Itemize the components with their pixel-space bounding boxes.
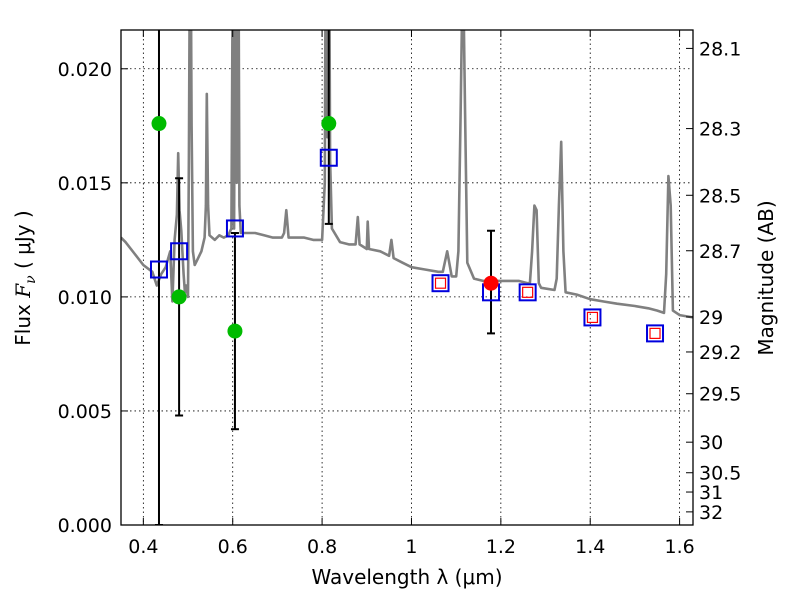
- model-square-red-3: [649, 327, 661, 339]
- model-square-blue-8: [646, 324, 665, 343]
- y-tick-label-2: 0.010: [58, 287, 112, 309]
- model-square-red-0: [434, 277, 447, 289]
- error-bars: [154, 30, 496, 525]
- observed-point-3: [321, 116, 337, 132]
- mag-tick-label-10: 32: [699, 502, 723, 524]
- mag-tick-label-9: 31: [699, 482, 723, 504]
- model-square-blue-3: [319, 148, 338, 167]
- detection-point: [483, 275, 499, 291]
- y-tick-label-3: 0.015: [58, 173, 112, 195]
- model-square-blue-1: [170, 242, 189, 261]
- right-axis-label: Magnitude (AB): [754, 200, 778, 355]
- mag-tick-label-0: 28.1: [699, 38, 741, 60]
- x-axis-label: Wavelength λ (μm): [311, 565, 502, 589]
- mag-tick-label-3: 28.7: [699, 241, 741, 263]
- markers: [149, 116, 665, 343]
- y-axis-label-symbol: F: [11, 283, 35, 299]
- model-square-blue-7: [583, 308, 602, 327]
- y-axis-label: Flux Fν ( μJy ): [11, 210, 39, 345]
- model-square-blue-0: [149, 260, 168, 279]
- x-tick-label-4: 1.2: [486, 536, 516, 558]
- x-tick-label-0: 0.4: [128, 536, 158, 558]
- mag-tick-label-4: 29: [699, 307, 723, 329]
- plot-frame: [120, 29, 694, 526]
- mag-tick-label-1: 28.3: [699, 119, 741, 141]
- y-axis-label-unit: ( μJy ): [11, 210, 35, 275]
- sed-model-line: [121, 30, 693, 319]
- model-square-blue-6: [518, 283, 537, 302]
- mag-tick-label-7: 30: [699, 432, 723, 454]
- plot-area: [121, 30, 693, 525]
- mag-tick-label-8: 30.5: [699, 463, 741, 485]
- y-axis-label-prefix: Flux: [11, 298, 35, 346]
- model-square-red-2: [586, 311, 599, 324]
- x-axis-ticks: 0.4 0.6 0.8 1 1.2 1.4 1.6: [128, 30, 695, 558]
- model-square-blue-4: [431, 274, 450, 293]
- y-tick-label-1: 0.005: [58, 401, 112, 423]
- observed-point-1: [171, 289, 187, 305]
- y-tick-label-0: 0.000: [58, 515, 112, 537]
- x-tick-label-3: 1: [405, 536, 417, 558]
- mag-tick-label-2: 28.5: [699, 185, 741, 207]
- x-tick-label-6: 1.6: [664, 536, 694, 558]
- mag-tick-label-5: 29.2: [699, 342, 741, 364]
- mag-tick-label-6: 29.5: [699, 384, 741, 406]
- observed-point-0: [151, 116, 167, 132]
- observed-point-2: [227, 323, 243, 339]
- model-square-blue-2: [225, 219, 244, 238]
- y-tick-label-4: 0.020: [58, 59, 112, 81]
- x-tick-label-5: 1.4: [575, 536, 605, 558]
- y-axis-ticks: 0.000 0.005 0.010 0.015 0.020: [58, 59, 128, 537]
- grid: [121, 30, 693, 525]
- x-tick-label-2: 0.8: [307, 536, 337, 558]
- x-tick-label-1: 0.6: [218, 536, 248, 558]
- y-axis-label-subscript: ν: [23, 275, 39, 284]
- model-square-red-1: [522, 286, 534, 298]
